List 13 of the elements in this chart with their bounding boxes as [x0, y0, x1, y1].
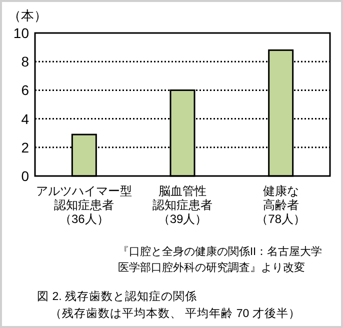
y-axis-title: （本）	[8, 8, 47, 23]
y-tick-label: 10	[13, 25, 30, 41]
text: 『口腔と全身の健康の関係II：名古屋大学医学部口腔外科の研究調査』より改変	[118, 245, 322, 274]
y-tick-label: 0	[21, 168, 30, 184]
y-tick-label: 4	[21, 110, 30, 127]
y-tick-label: 8	[21, 54, 30, 70]
y-tick-label: 2	[21, 139, 30, 156]
text: （残存歯数は平均本数、 平均年齢 70 才後半）	[50, 307, 300, 320]
y-tick-label: 6	[21, 82, 30, 98]
x-tick-label: 健康な高齢者（78人）	[256, 184, 306, 226]
text: 図 2. 残存歯数と認知症の関係	[37, 289, 197, 303]
x-tick-label: アルツハイマー型認知症患者（36人）	[36, 184, 132, 226]
x-tick-label: 脳血管性認知症患者（39人）	[152, 184, 212, 226]
